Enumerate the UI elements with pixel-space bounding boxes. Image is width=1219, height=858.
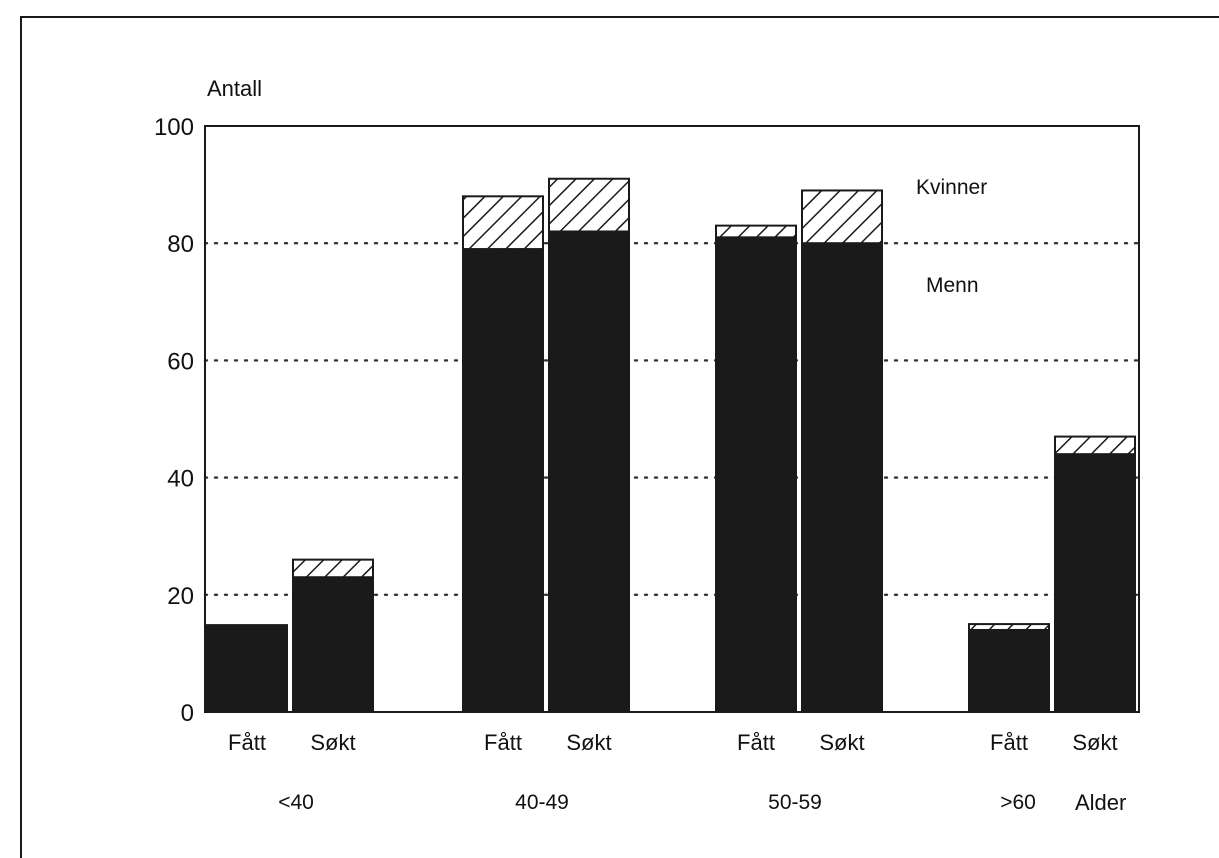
bar-kvinner — [715, 224, 797, 239]
bar-kvinner — [801, 189, 883, 245]
bar-kvinner — [292, 558, 374, 579]
y-tick-label: 60 — [167, 348, 194, 375]
legend-label-menn: Menn — [926, 274, 979, 297]
x-axis-title: Alder — [1075, 790, 1126, 815]
bar-label: Søkt — [310, 730, 355, 755]
chart-frame — [20, 16, 1219, 858]
grid-lines — [203, 241, 1141, 596]
y-tick-label: 80 — [167, 231, 194, 258]
bar-menn — [801, 243, 883, 712]
bar-label: Fått — [484, 730, 522, 755]
bar-label: Fått — [228, 730, 266, 755]
bar-kvinner — [462, 195, 544, 251]
bar-menn — [968, 629, 1050, 712]
y-tick-label: 20 — [167, 583, 194, 610]
y-tick-label: 100 — [154, 114, 194, 141]
y-tick-label: 0 — [181, 700, 194, 727]
group-label: >60 — [1000, 791, 1036, 814]
group-label: <40 — [278, 791, 314, 814]
bar-kvinner — [548, 177, 630, 233]
y-axis-title: Antall — [207, 76, 262, 101]
x-labels: Fått Søkt <40 Fått Søkt 40-49 Fått Søkt 50-59 Fåt… — [228, 730, 1118, 814]
y-tick-labels: 0 20 40 60 80 100 — [154, 114, 194, 727]
bar-menn — [1054, 454, 1136, 712]
group-label: 40-49 — [515, 791, 569, 814]
bar-menn — [715, 237, 797, 712]
bar-menn — [548, 231, 630, 713]
bar-label: Søkt — [819, 730, 864, 755]
bar-label: Fått — [990, 730, 1028, 755]
bar-label: Søkt — [566, 730, 611, 755]
bars — [206, 177, 1136, 713]
bar-kvinner — [968, 623, 1050, 631]
bar-menn — [462, 249, 544, 712]
legend-label-kvinner: Kvinner — [916, 176, 987, 199]
bar-label: Fått — [737, 730, 775, 755]
group-label: 50-59 — [768, 791, 822, 814]
y-tick-label: 40 — [167, 466, 194, 493]
plot-area — [204, 125, 1140, 713]
bar-kvinner — [1054, 435, 1136, 456]
bar-menn — [206, 624, 288, 712]
bar-label: Søkt — [1072, 730, 1117, 755]
bar-menn — [292, 577, 374, 712]
